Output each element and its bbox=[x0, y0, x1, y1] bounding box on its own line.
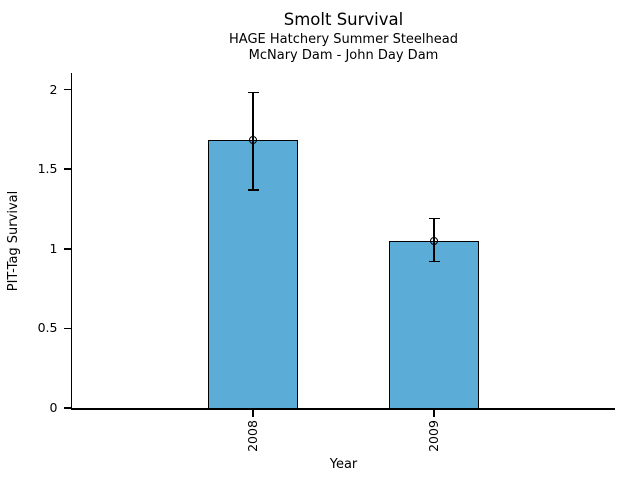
point-marker-2008 bbox=[249, 136, 257, 145]
error-bar-cap-top-2009 bbox=[428, 217, 440, 220]
y-axis-tick bbox=[63, 88, 71, 91]
y-tick-label: 0 bbox=[49, 400, 58, 415]
chart-title: Smolt Survival bbox=[283, 10, 404, 29]
error-bar-cap-bottom-2009 bbox=[428, 260, 440, 263]
y-tick-label: 0.5 bbox=[37, 320, 58, 336]
error-bar-cap-top-2008 bbox=[247, 91, 259, 94]
x-tick-label-2008: 2008 bbox=[245, 420, 260, 452]
y-axis-tick bbox=[63, 327, 71, 330]
y-axis-tick bbox=[63, 407, 71, 409]
x-tick-label-2009: 2009 bbox=[426, 420, 441, 452]
y-axis-tick bbox=[63, 248, 71, 250]
y-axis-tick bbox=[63, 168, 71, 170]
x-axis-tick bbox=[433, 409, 435, 417]
bar-2009 bbox=[389, 240, 479, 409]
chart-subtitle-line2: McNary Dam - John Day Dam bbox=[248, 48, 439, 63]
x-axis-line bbox=[70, 408, 615, 410]
point-marker-2009 bbox=[430, 236, 438, 245]
x-axis-label: Year bbox=[329, 457, 358, 472]
chart-subtitle-line1: HAGE Hatchery Summer Steelhead bbox=[229, 32, 458, 47]
x-axis-tick bbox=[252, 409, 254, 417]
y-tick-label: 1.5 bbox=[37, 161, 58, 177]
error-bar-cap-bottom-2008 bbox=[247, 189, 259, 191]
y-axis-line bbox=[70, 73, 72, 410]
y-tick-label: 1 bbox=[49, 240, 58, 256]
y-tick-label: 2 bbox=[49, 81, 58, 97]
